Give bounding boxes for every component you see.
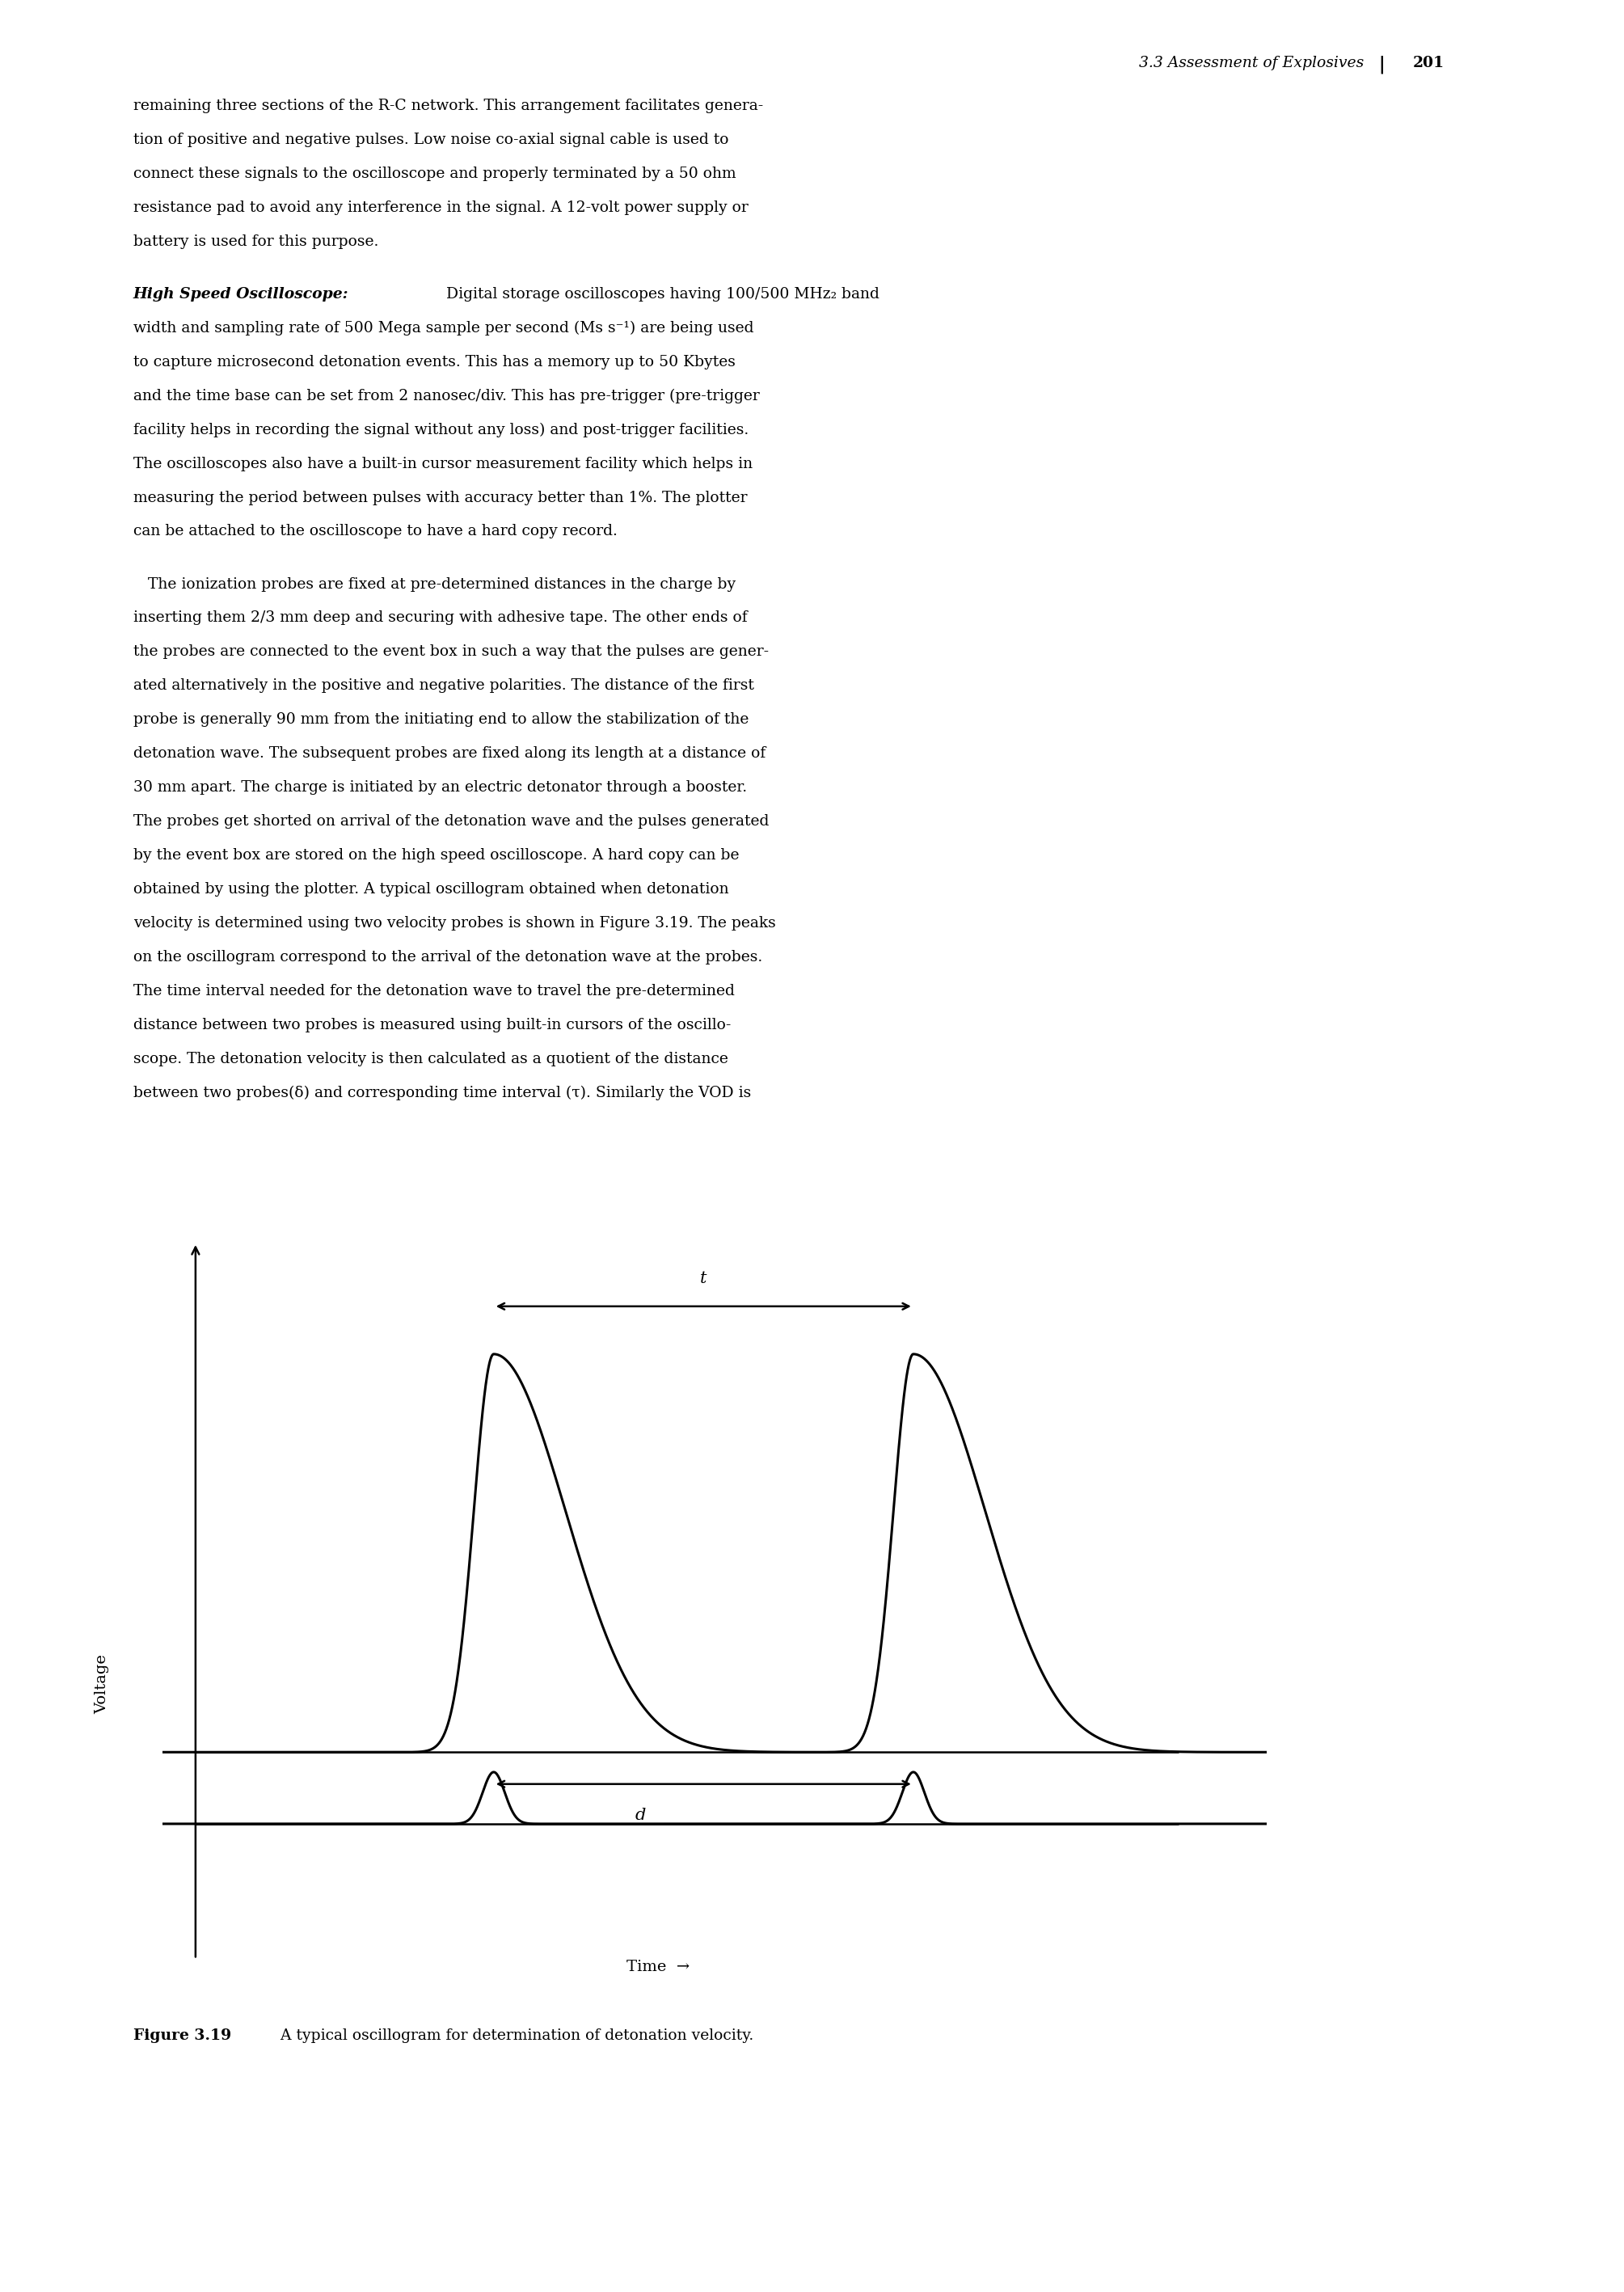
Text: The probes get shorted on arrival of the detonation wave and the pulses generate: The probes get shorted on arrival of the… bbox=[133, 814, 768, 830]
Text: measuring the period between pulses with accuracy better than 1%. The plotter: measuring the period between pulses with… bbox=[133, 490, 747, 504]
Text: tion of positive and negative pulses. Low noise co-axial signal cable is used to: tion of positive and negative pulses. Lo… bbox=[133, 133, 729, 147]
Text: Digital storage oscilloscopes having 100/500 MHz₂ band: Digital storage oscilloscopes having 100… bbox=[442, 286, 880, 300]
Text: remaining three sections of the R-C network. This arrangement facilitates genera: remaining three sections of the R-C netw… bbox=[133, 99, 763, 112]
Text: by the event box are stored on the high speed oscilloscope. A hard copy can be: by the event box are stored on the high … bbox=[133, 848, 739, 862]
Text: scope. The detonation velocity is then calculated as a quotient of the distance: scope. The detonation velocity is then c… bbox=[133, 1052, 728, 1066]
Text: on the oscillogram correspond to the arrival of the detonation wave at the probe: on the oscillogram correspond to the arr… bbox=[133, 949, 762, 965]
Text: 30 mm apart. The charge is initiated by an electric detonator through a booster.: 30 mm apart. The charge is initiated by … bbox=[133, 779, 747, 795]
Text: Voltage: Voltage bbox=[94, 1655, 109, 1714]
Text: The ionization probes are fixed at pre-determined distances in the charge by: The ionization probes are fixed at pre-d… bbox=[133, 578, 736, 591]
Text: 201: 201 bbox=[1413, 55, 1444, 71]
Text: width and sampling rate of 500 Mega sample per second (Ms s⁻¹) are being used: width and sampling rate of 500 Mega samp… bbox=[133, 321, 754, 335]
Text: High Speed Oscilloscope:: High Speed Oscilloscope: bbox=[133, 286, 349, 300]
Text: distance between two probes is measured using built-in cursors of the oscillo-: distance between two probes is measured … bbox=[133, 1018, 731, 1031]
Text: inserting them 2/3 mm deep and securing with adhesive tape. The other ends of: inserting them 2/3 mm deep and securing … bbox=[133, 610, 747, 626]
Text: can be attached to the oscilloscope to have a hard copy record.: can be attached to the oscilloscope to h… bbox=[133, 525, 617, 539]
Text: to capture microsecond detonation events. This has a memory up to 50 Kbytes: to capture microsecond detonation events… bbox=[133, 355, 736, 369]
Text: detonation wave. The subsequent probes are fixed along its length at a distance : detonation wave. The subsequent probes a… bbox=[133, 747, 765, 761]
Text: ated alternatively in the positive and negative polarities. The distance of the : ated alternatively in the positive and n… bbox=[133, 678, 754, 692]
Text: battery is used for this purpose.: battery is used for this purpose. bbox=[133, 234, 378, 250]
Text: Figure 3.19: Figure 3.19 bbox=[133, 2028, 231, 2042]
Text: t: t bbox=[700, 1272, 706, 1286]
Text: probe is generally 90 mm from the initiating end to allow the stabilization of t: probe is generally 90 mm from the initia… bbox=[133, 713, 749, 727]
Text: velocity is determined using two velocity probes is shown in Figure 3.19. The pe: velocity is determined using two velocit… bbox=[133, 917, 776, 931]
Text: connect these signals to the oscilloscope and properly terminated by a 50 ohm: connect these signals to the oscilloscop… bbox=[133, 167, 736, 181]
Text: Time  →: Time → bbox=[627, 1960, 690, 1973]
Text: |: | bbox=[1372, 55, 1385, 73]
Text: resistance pad to avoid any interference in the signal. A 12-volt power supply o: resistance pad to avoid any interference… bbox=[133, 199, 749, 215]
Text: The time interval needed for the detonation wave to travel the pre-determined: The time interval needed for the detonat… bbox=[133, 983, 734, 999]
Text: obtained by using the plotter. A typical oscillogram obtained when detonation: obtained by using the plotter. A typical… bbox=[133, 882, 729, 896]
Text: d: d bbox=[635, 1808, 646, 1822]
Text: A typical oscillogram for determination of detonation velocity.: A typical oscillogram for determination … bbox=[266, 2028, 754, 2042]
Text: between two probes(δ) and corresponding time interval (τ). Similarly the VOD is: between two probes(δ) and corresponding … bbox=[133, 1086, 750, 1100]
Text: facility helps in recording the signal without any loss) and post-trigger facili: facility helps in recording the signal w… bbox=[133, 422, 749, 438]
Text: and the time base can be set from 2 nanosec/div. This has pre-trigger (pre-trigg: and the time base can be set from 2 nano… bbox=[133, 390, 760, 403]
Text: 3.3 Assessment of Explosives: 3.3 Assessment of Explosives bbox=[1138, 55, 1364, 71]
Text: The oscilloscopes also have a built-in cursor measurement facility which helps i: The oscilloscopes also have a built-in c… bbox=[133, 456, 752, 470]
Text: the probes are connected to the event box in such a way that the pulses are gene: the probes are connected to the event bo… bbox=[133, 644, 768, 660]
